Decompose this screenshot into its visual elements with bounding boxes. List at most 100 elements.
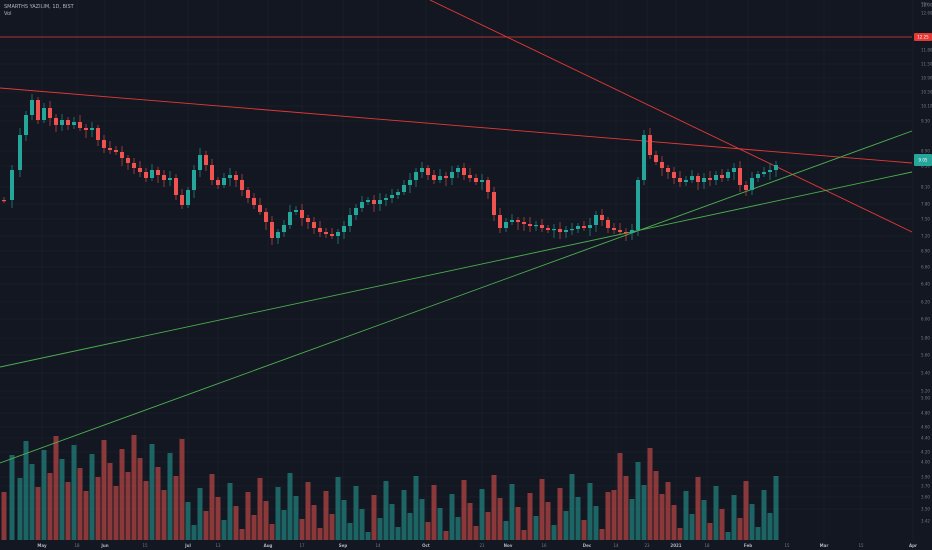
horizontal-line-price-text: 12.25 bbox=[917, 35, 929, 40]
candle-body bbox=[114, 150, 118, 152]
volume-bar bbox=[689, 514, 695, 540]
candle-body bbox=[102, 140, 106, 148]
volume-bar bbox=[9, 455, 15, 540]
price-axis[interactable]: 12.9012.6012.2011.8011.5010.9010.5010.10… bbox=[920, 2, 932, 524]
price-tick-label: 6.40 bbox=[921, 282, 930, 287]
volume-bar bbox=[395, 527, 401, 540]
price-tick-label: 5.60 bbox=[921, 353, 930, 358]
candle-body bbox=[420, 168, 424, 172]
candle-body bbox=[732, 168, 736, 172]
volume-bar bbox=[743, 481, 749, 540]
candle-body bbox=[162, 175, 166, 180]
volume-indicator-label: Vol bbox=[4, 11, 12, 17]
candle-body bbox=[360, 202, 364, 208]
candle-body bbox=[498, 215, 502, 228]
price-tick-label: 5.40 bbox=[921, 371, 930, 376]
volume-bar bbox=[305, 482, 311, 540]
candle-body bbox=[534, 225, 538, 227]
volume-bar bbox=[95, 477, 101, 540]
candle-body bbox=[192, 170, 196, 190]
time-tick-label: Mar bbox=[820, 543, 829, 548]
time-tick-label: Aug bbox=[264, 543, 273, 548]
candle-body bbox=[690, 176, 694, 180]
volume-bar bbox=[641, 485, 647, 540]
candle-body bbox=[720, 175, 724, 178]
price-tick-label: 12.90 bbox=[921, 3, 932, 8]
candle-body bbox=[492, 192, 496, 215]
volume-bar bbox=[35, 487, 41, 540]
candle-body bbox=[582, 226, 586, 228]
candle-body bbox=[78, 122, 82, 128]
candle-body bbox=[384, 198, 388, 200]
volume-bar bbox=[755, 527, 761, 540]
candle-body bbox=[678, 178, 682, 182]
volume-bar bbox=[227, 483, 233, 540]
volume-bar bbox=[47, 473, 53, 540]
candle-body bbox=[234, 175, 238, 180]
time-tick-label: 17 bbox=[299, 543, 305, 548]
price-tick-label: 7.80 bbox=[921, 202, 930, 207]
price-tick-label: 9.30 bbox=[921, 119, 930, 124]
candle-body bbox=[450, 172, 454, 178]
volume-bar bbox=[725, 532, 731, 540]
volume-bar bbox=[245, 492, 251, 540]
time-tick-label: 16 bbox=[541, 543, 547, 548]
candle-body bbox=[522, 222, 526, 224]
candle-body bbox=[672, 172, 676, 178]
volume-bar bbox=[635, 462, 641, 540]
candle-body bbox=[696, 176, 700, 182]
candle-body bbox=[702, 178, 706, 182]
candle-body bbox=[348, 215, 352, 226]
candle-body bbox=[138, 168, 142, 172]
candle-body bbox=[252, 198, 256, 205]
volume-bar bbox=[185, 502, 191, 540]
volume-bar bbox=[275, 487, 281, 540]
volume-bar bbox=[449, 494, 455, 540]
time-tick-label: 15 bbox=[142, 543, 148, 548]
volume-bar bbox=[17, 478, 23, 540]
price-tick-label: 4.40 bbox=[921, 436, 930, 441]
volume-bar bbox=[341, 500, 347, 540]
volume-bar bbox=[239, 529, 245, 540]
candle-body bbox=[612, 228, 616, 230]
candle-body bbox=[342, 226, 346, 232]
volume-bar bbox=[335, 477, 341, 540]
volume-bar bbox=[467, 503, 473, 540]
volume-bar bbox=[53, 436, 59, 540]
volume-bar bbox=[119, 449, 125, 540]
time-tick-label: 18 bbox=[704, 543, 710, 548]
volume-bar bbox=[671, 505, 677, 540]
volume-bars bbox=[1, 435, 779, 540]
candle-body bbox=[228, 175, 232, 178]
volume-bar bbox=[761, 490, 767, 540]
volume-bar bbox=[425, 522, 431, 540]
time-tick-label: 15 bbox=[784, 543, 790, 548]
candle-body bbox=[576, 226, 580, 229]
price-tick-label: 5.80 bbox=[921, 336, 930, 341]
volume-bar bbox=[521, 530, 527, 540]
volume-bar bbox=[773, 476, 779, 540]
candle-body bbox=[630, 230, 634, 233]
candle-body bbox=[276, 232, 280, 238]
price-tick-label: 3.90 bbox=[921, 475, 930, 480]
volume-bar bbox=[1, 492, 7, 540]
candle-body bbox=[108, 148, 112, 150]
volume-bar bbox=[629, 499, 635, 540]
candle-body bbox=[516, 220, 520, 222]
volume-bar bbox=[329, 514, 335, 540]
candle-body bbox=[144, 172, 148, 178]
candle-body bbox=[240, 180, 244, 190]
candle-body bbox=[216, 180, 220, 185]
candle-body bbox=[264, 212, 268, 222]
volume-bar bbox=[749, 504, 755, 540]
time-axis[interactable]: May 18 Jun 15 Jul 13 Aug 17 Sep 14 Oct 21 Nov 16 Dec 14… bbox=[37, 543, 917, 548]
volume-bar bbox=[209, 474, 215, 540]
time-tick-label: 18 bbox=[74, 543, 80, 548]
volume-bar bbox=[515, 507, 521, 540]
price-tick-label: 4.00 bbox=[921, 460, 930, 465]
candle-body bbox=[756, 174, 760, 178]
candle-body bbox=[432, 175, 436, 180]
candle-body bbox=[456, 168, 460, 172]
price-tick-label: 5.20 bbox=[921, 389, 930, 394]
